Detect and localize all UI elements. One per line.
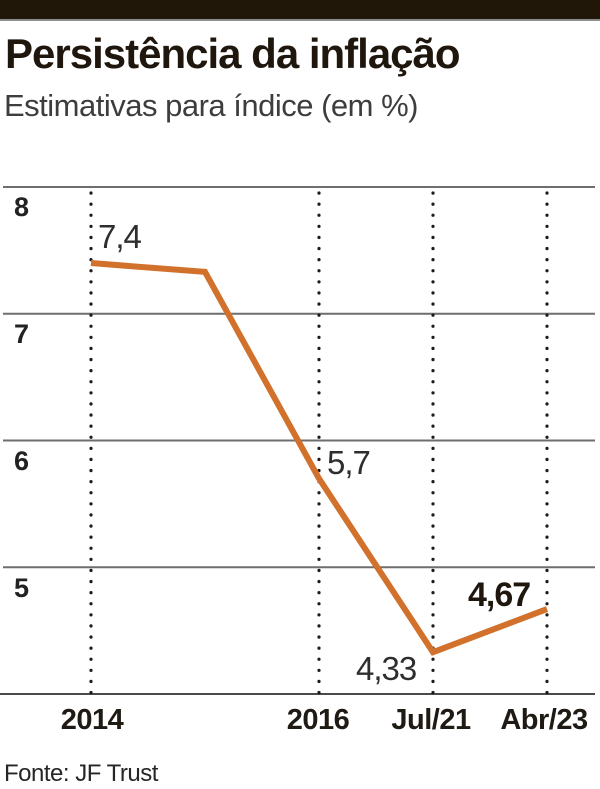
data-point-label: 7,4 bbox=[98, 218, 142, 255]
top-accent-bar bbox=[0, 0, 600, 21]
x-axis-tick-label: Jul/21 bbox=[391, 704, 471, 736]
data-point-label: 4,33 bbox=[356, 650, 417, 687]
source-note: Fonte: JF Trust bbox=[4, 760, 158, 787]
chart-plot-area bbox=[0, 186, 595, 696]
chart-title: Persistência da inflação bbox=[5, 30, 461, 77]
x-axis-tick-label: Abr/23 bbox=[500, 704, 588, 736]
y-axis-tick-label: 8 bbox=[14, 192, 30, 222]
x-axis-tick-label: 2014 bbox=[60, 704, 124, 736]
data-point-label-highlight: 4,67 bbox=[468, 576, 531, 614]
data-point-label: 5,7 bbox=[327, 444, 371, 481]
x-axis-tick-label: 2016 bbox=[286, 704, 350, 736]
line-chart: 8 7 6 5 2014 2016 Jul/21 Abr/23 7,4 5,7 … bbox=[0, 170, 600, 745]
inflation-estimate-line bbox=[90, 260, 549, 656]
y-axis-tick-label: 7 bbox=[14, 319, 30, 349]
y-axis-tick-label: 6 bbox=[14, 446, 30, 476]
chart-subtitle: Estimativas para índice (em %) bbox=[4, 88, 418, 123]
y-axis-tick-label: 5 bbox=[14, 573, 30, 603]
